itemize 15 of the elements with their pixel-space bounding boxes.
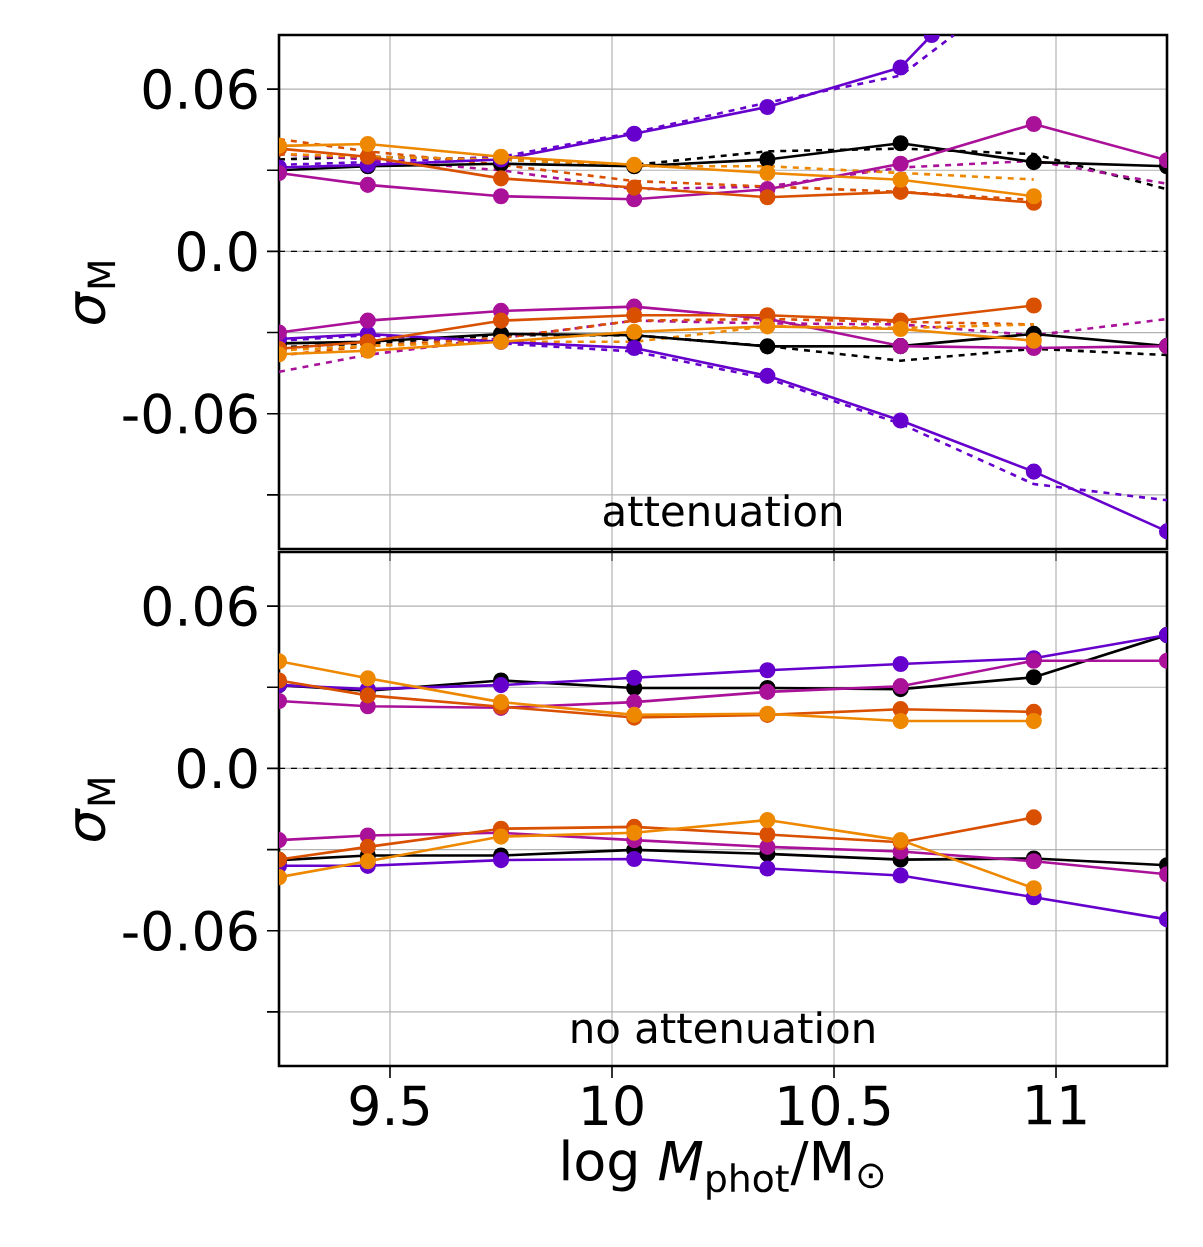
x-tick-label: 10 (583, 1085, 643, 1126)
annotation: attenuation (603, 494, 841, 527)
x-tick-label: 11 (1027, 1085, 1086, 1125)
y-tick-label: 0.0 (177, 748, 257, 789)
y-axis-title: σ$_{M}$ (75, 779, 116, 841)
y-tick-label: -0.06 (123, 910, 257, 952)
y-tick-label: 0.06 (143, 585, 257, 627)
annotation: no attenuation (572, 1011, 874, 1044)
y-tick-label: 0.06 (143, 68, 257, 110)
x-tick-label: 9.5 (350, 1085, 429, 1126)
x-tick-label: 10.5 (780, 1085, 890, 1126)
x-axis-title: log M$_{phot}$/M$_{⊙}$ (563, 1139, 884, 1200)
y-axis-title: σ$_{M}$ (75, 262, 116, 324)
y-tick-label: 0.0 (177, 231, 257, 272)
y-tick-label: -0.06 (123, 393, 257, 435)
